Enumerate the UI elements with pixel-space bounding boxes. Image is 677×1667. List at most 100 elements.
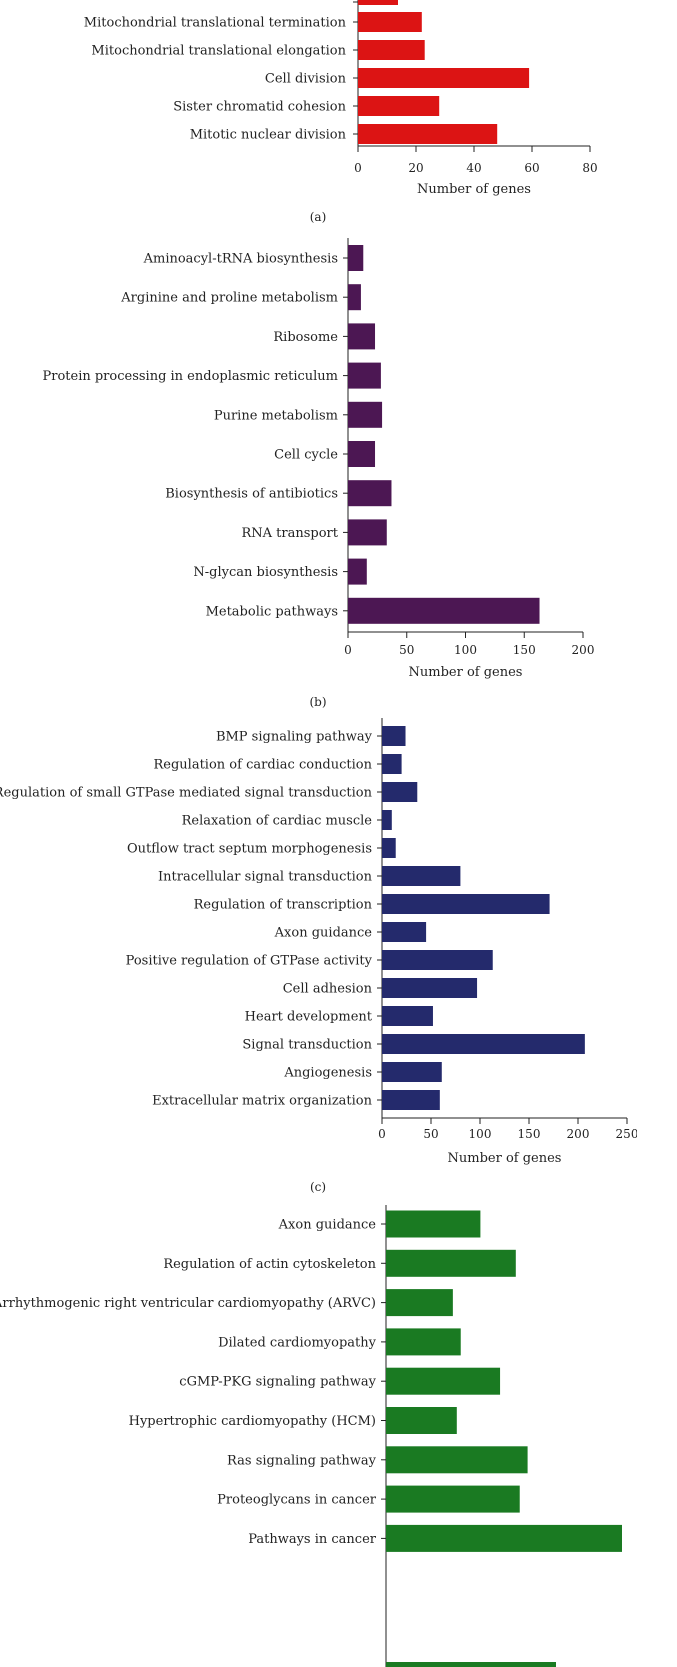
category-label: Intracellular signal transduction xyxy=(158,870,373,885)
x-axis-title: Number of genes xyxy=(409,665,523,680)
category-label: Metabolic pathways xyxy=(206,604,338,619)
bar xyxy=(358,124,498,144)
bar xyxy=(382,950,493,970)
x-tick-label: 250 xyxy=(616,1127,637,1141)
bar xyxy=(382,1062,442,1082)
bar xyxy=(348,441,376,467)
bar xyxy=(382,1034,585,1054)
bar xyxy=(358,96,440,116)
category-label: Regulation of actin cytoskeleton xyxy=(163,1257,376,1272)
x-tick-label: 20 xyxy=(408,161,423,175)
bar xyxy=(348,519,387,546)
category-label: Biosynthesis of antibiotics xyxy=(165,487,338,502)
bar xyxy=(382,754,402,774)
figure-canvas: Mitochondrial translational termination M… xyxy=(0,0,637,1667)
category-label: Signal transduction xyxy=(242,1038,372,1053)
bar xyxy=(386,1210,481,1238)
category-label: Cell division xyxy=(265,72,347,87)
x-tick-label: 200 xyxy=(567,1127,590,1141)
bar xyxy=(358,0,398,5)
bar xyxy=(386,1524,622,1552)
x-tick-label: 100 xyxy=(469,1127,492,1141)
bar xyxy=(348,245,364,271)
bar xyxy=(382,810,392,830)
category-label: Regulation of cardiac conduction xyxy=(154,758,373,773)
category-label: Protein processing in endoplasmic reticu… xyxy=(42,369,338,384)
x-tick-label: 0 xyxy=(378,1127,386,1141)
x-tick-label: 80 xyxy=(582,161,597,175)
category-label: BMP signaling pathway xyxy=(216,730,373,745)
category-label: Proteoglycans in cancer xyxy=(217,1493,377,1508)
category-label: Regulation of small GTPase mediated sign… xyxy=(0,786,373,801)
bar xyxy=(382,1090,440,1110)
category-label: cGMP-PKG signaling pathway xyxy=(179,1375,376,1390)
category-label: Angiogenesis xyxy=(283,1066,372,1081)
bar xyxy=(348,362,381,389)
bar xyxy=(358,40,425,60)
x-tick-label: 100 xyxy=(454,643,477,657)
category-label: Mitotic nuclear division xyxy=(190,128,347,143)
x-tick-label: 150 xyxy=(513,643,536,657)
category-label: Hypertrophic cardiomyopathy (HCM) xyxy=(129,1414,376,1429)
x-tick-label: 50 xyxy=(399,643,414,657)
bar xyxy=(382,866,461,886)
bar xyxy=(358,12,422,32)
bar xyxy=(386,1446,528,1474)
x-tick-label: 60 xyxy=(524,161,539,175)
bar xyxy=(348,401,383,428)
category-label: Cell adhesion xyxy=(283,982,373,997)
category-label: Dilated cardiomyopathy xyxy=(218,1335,377,1350)
panel-label: (b) xyxy=(309,695,326,709)
x-tick-label: 0 xyxy=(344,643,352,657)
category-label: Sister chromatid cohesion xyxy=(173,100,346,115)
category-label: Relaxation of cardiac muscle xyxy=(182,814,373,829)
x-tick-label: 0 xyxy=(354,161,362,175)
x-axis-title: Number of genes xyxy=(448,1151,562,1166)
bar xyxy=(348,597,540,624)
category-label: Aminoacyl-tRNA biosynthesis xyxy=(143,252,338,267)
panel-label: (a) xyxy=(310,210,327,224)
category-label: Axon guidance xyxy=(274,926,373,941)
x-tick-label: 200 xyxy=(572,643,595,657)
bar xyxy=(386,1407,457,1434)
panel-label: (c) xyxy=(310,1180,326,1194)
category-label: Mitochondrial translational termination xyxy=(84,16,347,31)
bar xyxy=(386,1367,501,1395)
category-label: Purine metabolism xyxy=(214,408,338,423)
bar xyxy=(386,1662,556,1667)
category-label: Cell cycle xyxy=(274,448,338,463)
bar xyxy=(386,1485,520,1513)
category-label: RNA transport xyxy=(241,526,338,541)
x-tick-label: 50 xyxy=(423,1127,438,1141)
bar xyxy=(348,323,376,350)
category-label: Extracellular matrix organization xyxy=(152,1094,373,1109)
x-tick-label: 150 xyxy=(518,1127,541,1141)
bar xyxy=(386,1249,516,1277)
category-label: Pathways in cancer xyxy=(248,1532,377,1547)
bar xyxy=(358,68,530,88)
x-axis-title: Number of genes xyxy=(417,182,531,197)
bar xyxy=(348,558,367,585)
category-label: Arrhythmogenic right ventricular cardiom… xyxy=(0,1296,376,1311)
bar xyxy=(348,284,361,311)
category-label: Ribosome xyxy=(273,330,338,345)
category-label: N-glycan biosynthesis xyxy=(193,565,338,580)
category-label: Heart development xyxy=(245,1010,373,1025)
bar xyxy=(382,922,427,942)
bar xyxy=(386,1289,453,1317)
bar xyxy=(382,894,550,914)
x-tick-label: 40 xyxy=(466,161,481,175)
bar xyxy=(348,480,392,507)
category-label: Ras signaling pathway xyxy=(227,1453,377,1468)
bar xyxy=(382,726,406,746)
category-label: Positive regulation of GTPase activity xyxy=(126,954,373,969)
category-label: Outflow tract septum morphogenesis xyxy=(127,842,372,857)
category-label: Regulation of transcription xyxy=(194,898,373,913)
category-label: Axon guidance xyxy=(278,1218,377,1233)
category-label: Arginine and proline metabolism xyxy=(120,291,338,306)
bar xyxy=(386,1328,461,1356)
category-label: Mitochondrial translational elongation xyxy=(91,44,346,59)
bar xyxy=(382,1006,433,1026)
bar xyxy=(382,978,478,998)
bar xyxy=(382,782,418,802)
